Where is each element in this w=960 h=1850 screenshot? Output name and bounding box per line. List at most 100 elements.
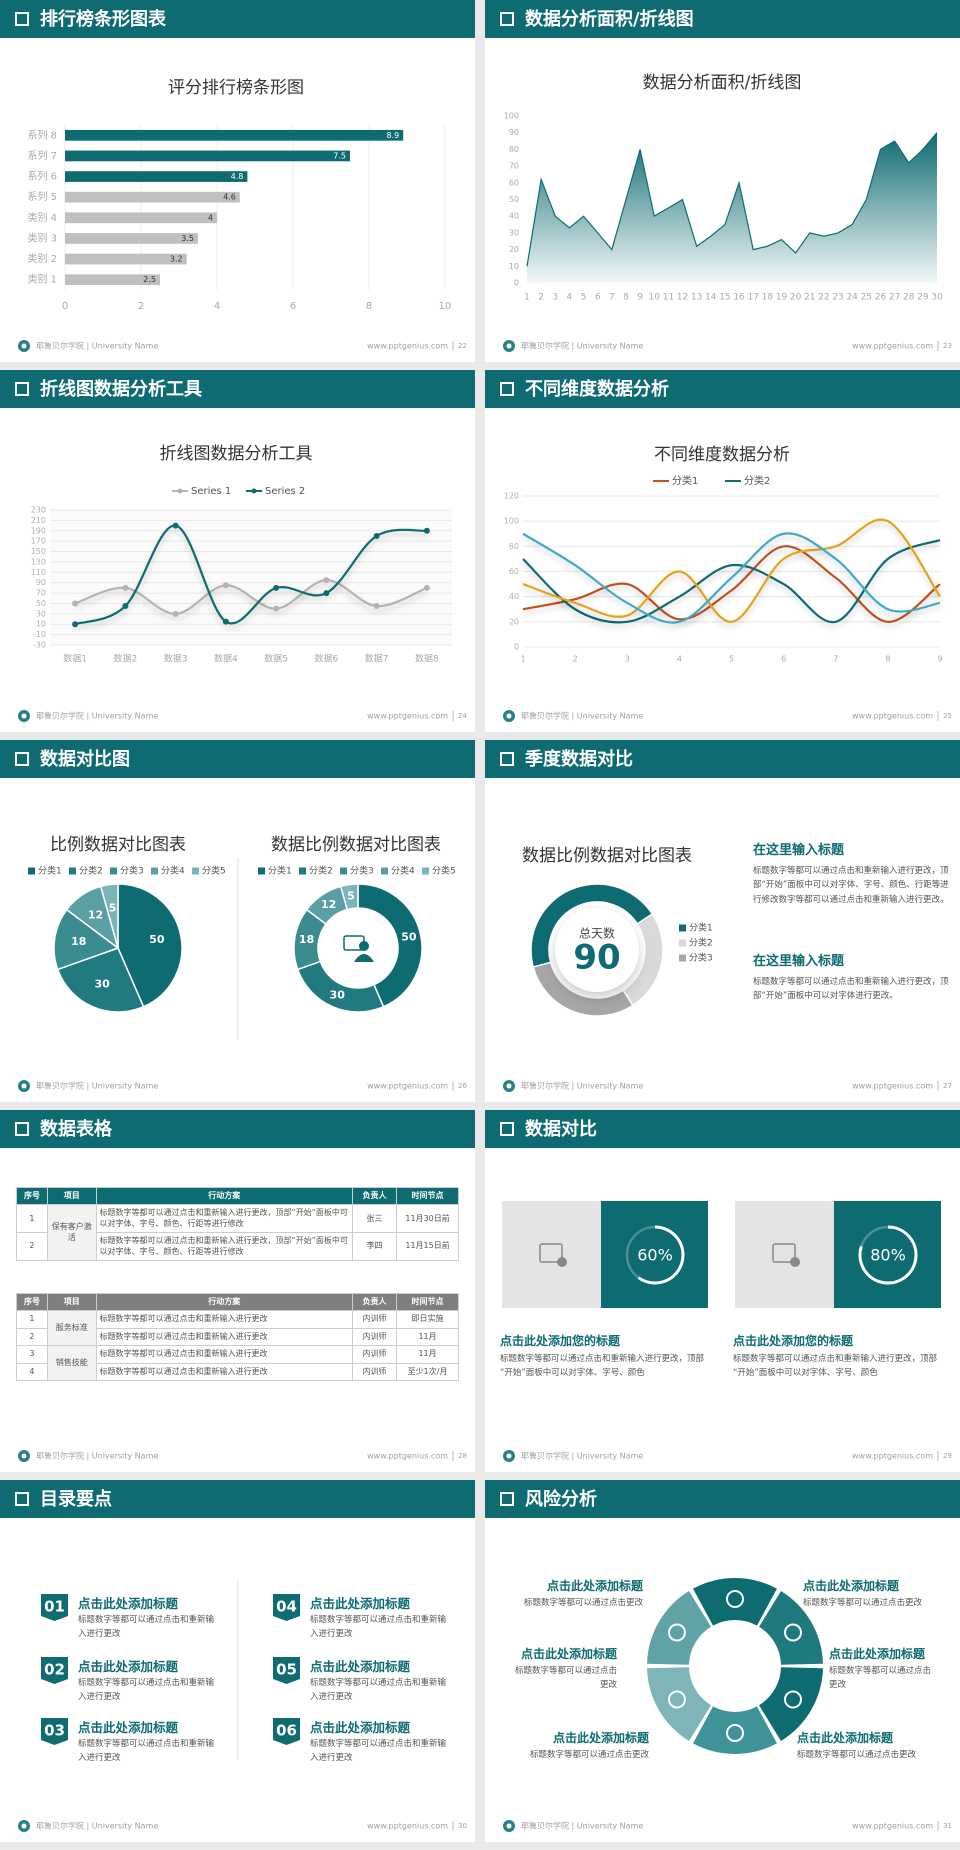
header-bar	[0, 1110, 475, 1148]
header-bar	[485, 1110, 960, 1148]
progress-label: 60%	[637, 1246, 673, 1265]
block-heading: 点击此处添加标题	[310, 1720, 411, 1735]
text-block: 点击此处添加您的标题 标题数字等都可以通过点击和重新输入进行更改，顶部“开始”面板…	[733, 1332, 945, 1381]
legend-label: 分类3	[689, 952, 713, 964]
table-cell: 11月15日前	[396, 1232, 459, 1261]
header-icon	[15, 752, 29, 766]
series-line	[522, 545, 941, 623]
bar	[65, 233, 198, 244]
legend-label: 分类2	[689, 937, 713, 949]
table-row: 1 保有客户激活 标题数字等都可以通过点击和重新输入进行更改，顶部“开始”面板中可以…	[16, 1204, 459, 1261]
y-tick-label: 系列 7	[27, 149, 57, 162]
value-label: 50	[149, 933, 165, 946]
footer-school: 耶鲁贝尔学院 | University Name	[521, 1821, 643, 1831]
group-cell: 保有客户激活	[46, 1204, 97, 1261]
slice	[296, 960, 385, 1013]
x-tick-label: 2	[138, 301, 144, 312]
legend-swatch	[679, 954, 686, 962]
center-number: 90	[573, 938, 620, 978]
badge-number: 05	[276, 1661, 297, 1679]
block-heading: 点击此处添加标题	[310, 1659, 411, 1674]
table-row: 3 销售技能 标题数字等都可以通过点击和重新输入进行更改 内训师 11月	[16, 1345, 459, 1381]
slide: 季度数据对比 耶鲁贝尔学院 | University Name www.pptgen…	[485, 740, 960, 1102]
legend-swatch	[258, 867, 265, 875]
value-label: 5	[347, 889, 355, 902]
value-label: 3.5	[181, 234, 194, 243]
footer-page: 24	[458, 712, 467, 720]
y-tick-label: 120	[504, 492, 519, 501]
y-tick-label: 系列 8	[27, 128, 57, 141]
y-tick-label: 10	[509, 262, 519, 271]
value-label: 12	[321, 898, 336, 911]
legend-label: 分类5	[202, 865, 226, 877]
x-tick-label: 数据5	[264, 653, 288, 665]
slide: 折线图数据分析工具 耶鲁贝尔学院 | University Name www.ppt…	[0, 370, 475, 732]
table-cell: 2	[16, 1232, 48, 1261]
text-block: 点击此处添加标题 标题数字等都可以通过点击更改	[797, 1729, 947, 1763]
header-cell: 序号	[16, 1292, 48, 1312]
value-label: 3.2	[170, 255, 183, 264]
footer-logo-inner	[21, 1823, 27, 1829]
slide-title: 排行榜条形图表	[40, 8, 167, 30]
slice	[99, 883, 119, 949]
slide: 风险分析 耶鲁贝尔学院 | University Name www.pptgeniu…	[485, 1480, 960, 1842]
value-label: 8.9	[386, 131, 399, 140]
center-disc	[555, 908, 639, 992]
y-tick-label: 80	[509, 145, 519, 154]
x-tick-label: 27	[889, 293, 900, 303]
number-badge	[273, 1594, 300, 1621]
table-cell: 内训师	[351, 1310, 398, 1329]
legend-label: Series 2	[265, 486, 305, 497]
block-body: 标题数字等都可以通过点击更改	[829, 1666, 932, 1690]
legend-swatch	[679, 924, 686, 932]
point	[373, 603, 380, 610]
table-cell: 即日实施	[396, 1310, 459, 1329]
legend-label: 分类4	[391, 865, 415, 877]
header-bar	[0, 0, 475, 38]
y-tick-label: 60	[509, 178, 519, 187]
point	[423, 527, 430, 534]
header-icon	[500, 752, 514, 766]
block-body: 标题数字等都可以通过点击和重新输入进行更改，顶部“开始”面板中可以对字体、字号、…	[753, 866, 949, 905]
table-cell: 3	[16, 1345, 48, 1364]
y-tick-label: 30	[509, 228, 519, 237]
text-block: 点击此处添加标题 标题数字等都可以通过点击和重新输入进行更改	[310, 1656, 450, 1704]
point	[72, 600, 79, 607]
header-cell: 序号	[16, 1186, 48, 1206]
legend-label: 分类1	[38, 865, 62, 877]
block-body: 标题数字等都可以通过点击和重新输入进行更改	[78, 1739, 215, 1763]
table-cell: 张三	[351, 1204, 398, 1234]
footer-url: www.pptgenius.com	[852, 1082, 933, 1091]
point	[72, 621, 79, 628]
point	[172, 522, 179, 529]
y-tick-label: 210	[31, 516, 46, 525]
footer-logo-inner	[506, 1823, 512, 1829]
image-icon	[772, 1243, 796, 1263]
block-body: 标题数字等都可以通过点击更改	[803, 1598, 923, 1608]
value-label: 2.5	[143, 275, 156, 284]
slide-title: 目录要点	[40, 1488, 112, 1510]
point	[323, 577, 330, 584]
header-bar	[485, 370, 960, 408]
x-tick-label: 数据4	[214, 653, 238, 665]
y-tick-label: 70	[36, 589, 46, 598]
x-tick-label: 8	[366, 301, 372, 312]
segment-icon	[726, 1724, 744, 1742]
center-text: 总天数	[579, 926, 615, 941]
y-tick-label: 系列 6	[27, 170, 57, 183]
slide: 数据对比 耶鲁贝尔学院 | University Name www.pptgeniu…	[485, 1110, 960, 1472]
point	[222, 618, 229, 625]
footer-school: 耶鲁贝尔学院 | University Name	[521, 341, 643, 351]
block-heading: 点击此处添加标题	[552, 1731, 649, 1745]
badge-number: 04	[276, 1598, 297, 1616]
table-row: 4 标题数字等都可以通过点击和重新输入进行更改 内训师 至少1次/月	[16, 1362, 459, 1381]
block-heading: 点击此处添加标题	[520, 1647, 617, 1661]
legend-label: 分类5	[432, 865, 456, 877]
x-tick-label: 10	[649, 293, 661, 303]
ring-segment	[759, 1667, 823, 1742]
block-body: 标题数字等都可以通过点击更改	[529, 1750, 649, 1760]
